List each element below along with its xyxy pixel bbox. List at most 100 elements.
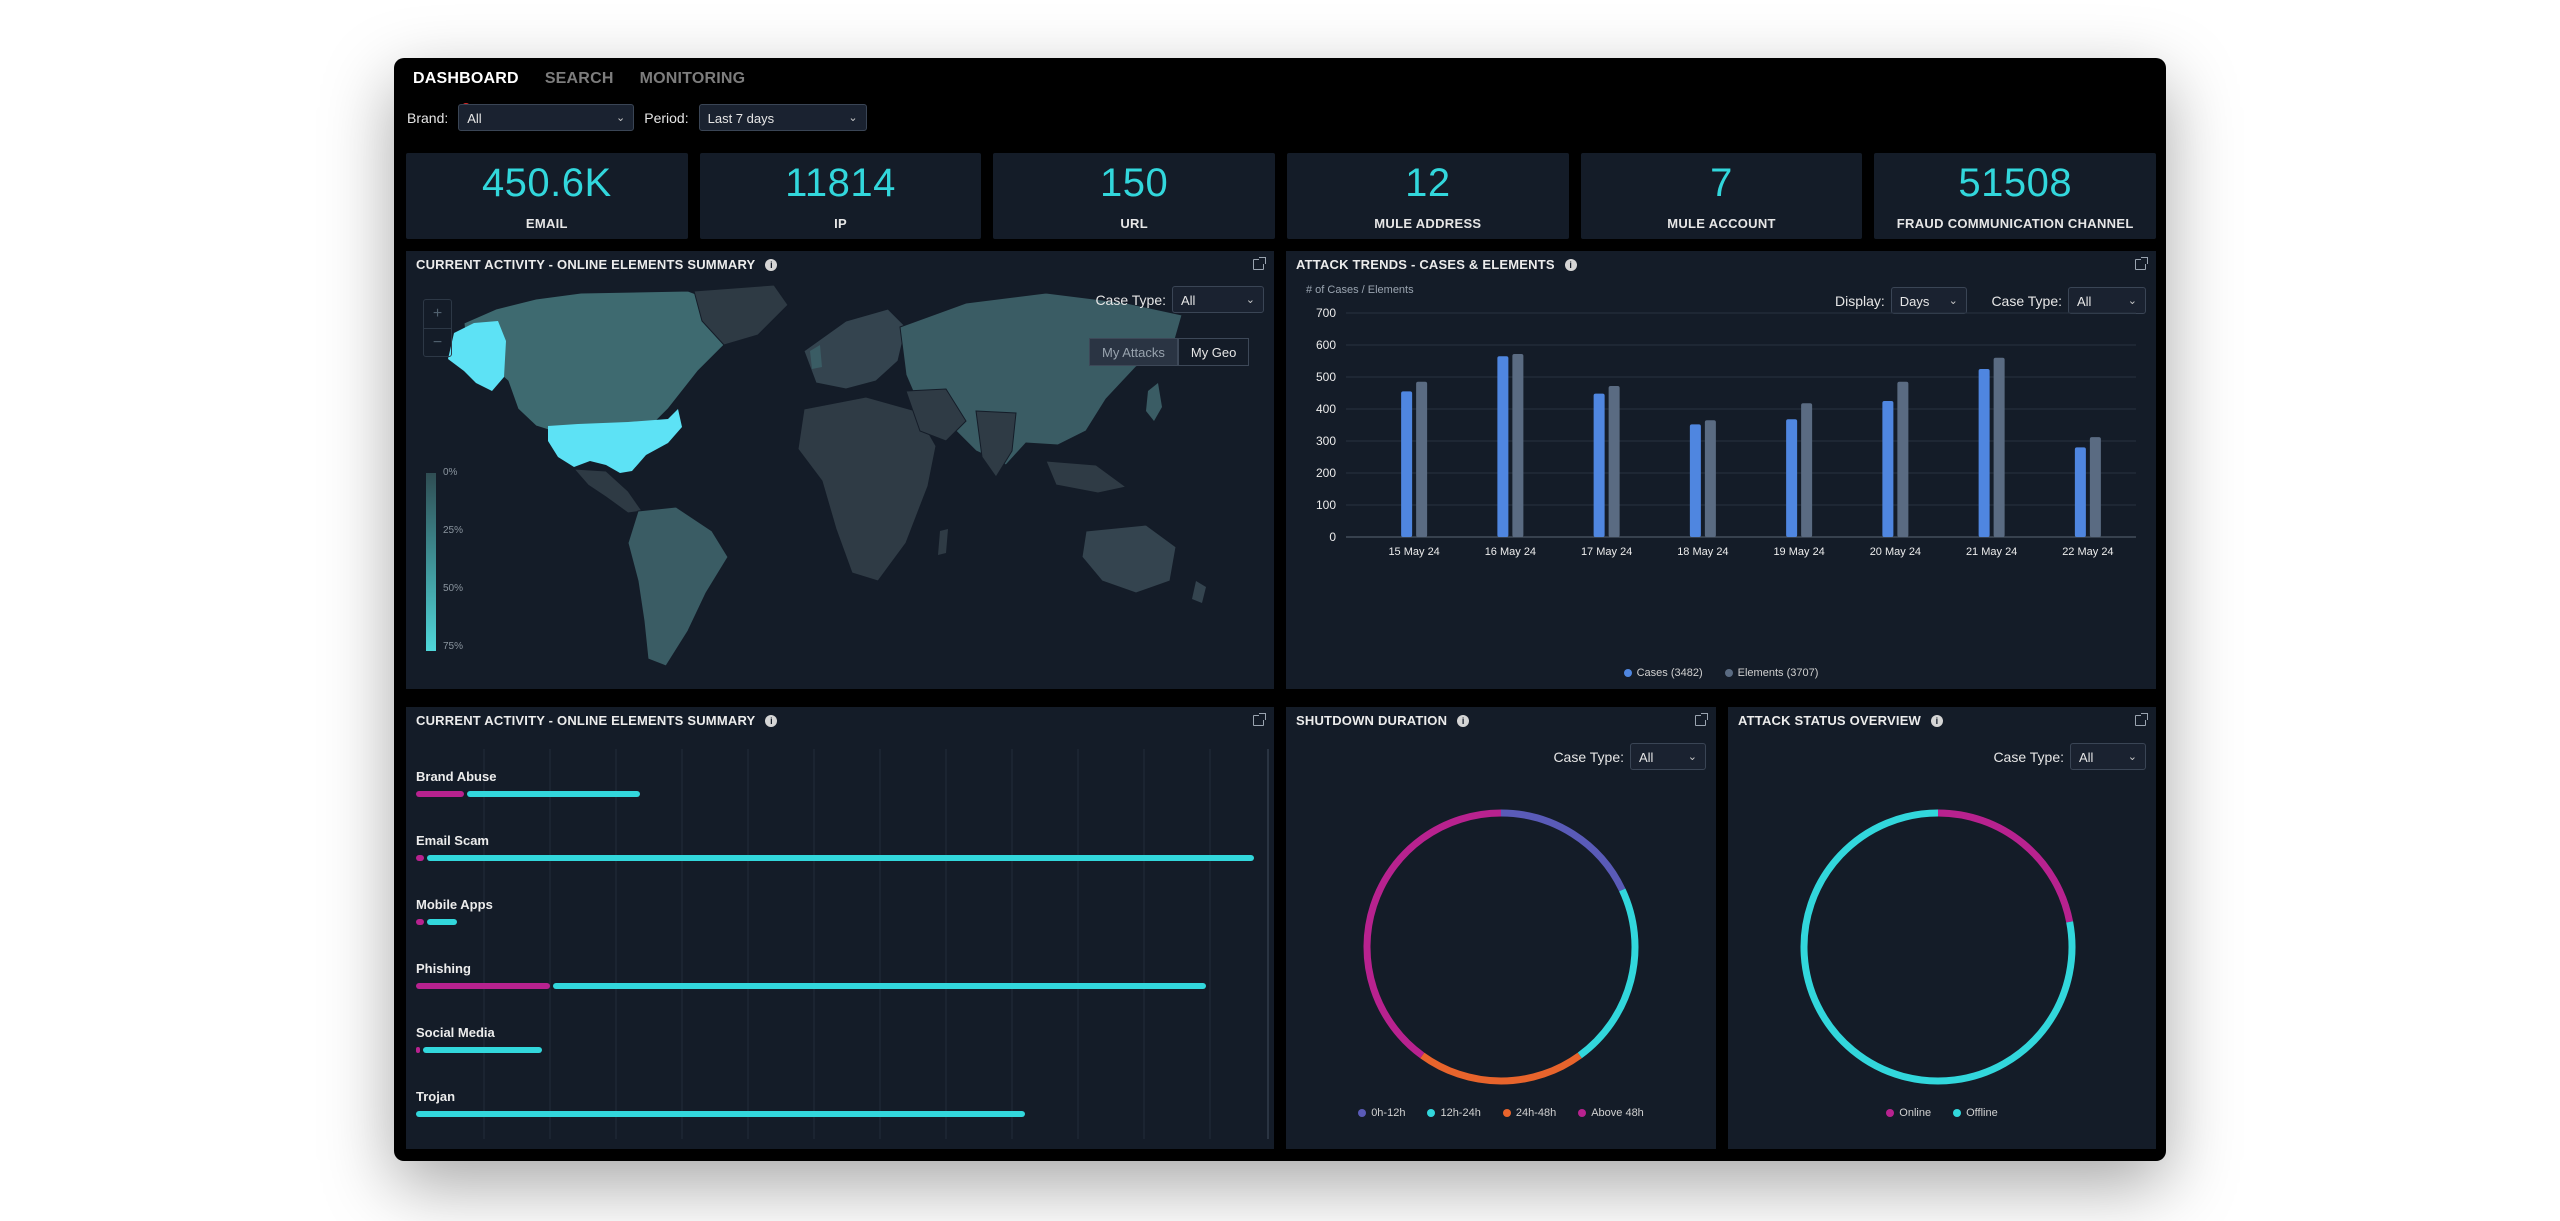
- y-tick-label: 100: [1316, 498, 1336, 512]
- info-icon[interactable]: i: [765, 258, 778, 271]
- kpi-card-ip[interactable]: 11814 IP: [699, 153, 982, 239]
- zoom-in-button[interactable]: +: [432, 305, 443, 322]
- period-select[interactable]: Last 7 days ⌄: [698, 104, 867, 131]
- donut-slice-12h-24h[interactable]: [1577, 888, 1639, 1059]
- expand-icon[interactable]: [1253, 713, 1266, 726]
- legend-item-12h-24h[interactable]: 12h-24h: [1427, 1107, 1481, 1119]
- cases-bar[interactable]: [1786, 419, 1798, 537]
- cases-bar[interactable]: [1882, 401, 1894, 537]
- my-geo-button[interactable]: My Geo: [1177, 338, 1250, 366]
- brand-select-value: All: [467, 111, 482, 126]
- legend-dot: [1623, 669, 1632, 677]
- tab-dashboard[interactable]: DASHBOARD: [413, 64, 519, 108]
- case-type-select[interactable]: All ⌄: [2068, 287, 2146, 314]
- kpi-label: IP: [834, 216, 847, 231]
- offline-bar[interactable]: [466, 791, 640, 797]
- case-type-value: All: [1181, 293, 1196, 308]
- case-type-select[interactable]: All ⌄: [1630, 743, 1706, 770]
- case-type-value: All: [1639, 750, 1654, 765]
- legend-dot: [1578, 1109, 1587, 1117]
- info-icon[interactable]: i: [1931, 714, 1944, 727]
- trends-bar-chart: # of Cases / Elements 0 100 200 300 400 500 600…: [1306, 284, 2136, 558]
- legend-dot: [1427, 1109, 1436, 1117]
- info-icon[interactable]: i: [1457, 714, 1470, 727]
- case-type-select[interactable]: All ⌄: [2070, 743, 2146, 770]
- display-select[interactable]: Days ⌄: [1890, 287, 1967, 314]
- donut-slice-above-48h[interactable]: [1363, 809, 1502, 1059]
- expand-icon[interactable]: [1695, 713, 1708, 726]
- offline-bar[interactable]: [426, 855, 1254, 861]
- legend-item-cases[interactable]: Cases (3482): [1623, 667, 1703, 679]
- legend-label: 12h-24h: [1440, 1107, 1481, 1119]
- legend-item-offline[interactable]: Offline: [1953, 1107, 1998, 1119]
- elements-bar[interactable]: [1416, 381, 1428, 537]
- elements-bar[interactable]: [1704, 420, 1716, 537]
- expand-icon[interactable]: [2135, 713, 2148, 726]
- tab-monitoring[interactable]: MONITORING: [639, 70, 746, 87]
- elements-bar[interactable]: [2089, 437, 2101, 537]
- kpi-card-mule-account[interactable]: 7 MULE ACCOUNT: [1580, 153, 1863, 239]
- zoom-out-button[interactable]: −: [424, 328, 451, 357]
- offline-bar[interactable]: [416, 1111, 1025, 1117]
- offline-bar[interactable]: [422, 1047, 542, 1053]
- case-type-label: Case Type:: [1993, 748, 2064, 765]
- online-bar[interactable]: [416, 1047, 420, 1053]
- cases-bar[interactable]: [1689, 424, 1701, 537]
- kpi-card-email[interactable]: 450.6K EMAIL: [406, 153, 688, 239]
- cases-bar[interactable]: [1978, 369, 1990, 537]
- kpi-value: 11814: [785, 161, 896, 205]
- elements-bar[interactable]: [1897, 381, 1909, 537]
- legend-dot: [1724, 669, 1733, 677]
- india-shape: [975, 410, 1017, 478]
- case-type-select[interactable]: All ⌄: [1172, 286, 1264, 313]
- kpi-value: 51508: [1958, 161, 2073, 205]
- legend-item-online[interactable]: Online: [1886, 1107, 1931, 1119]
- panel-title: ATTACK STATUS OVERVIEW i: [1738, 713, 1944, 728]
- online-bar[interactable]: [416, 855, 424, 861]
- elements-bar[interactable]: [1801, 403, 1813, 537]
- offline-bar[interactable]: [552, 983, 1207, 989]
- legend-item-0h-12h[interactable]: 0h-12h: [1358, 1107, 1405, 1119]
- legend-item-24h-48h[interactable]: 24h-48h: [1502, 1107, 1556, 1119]
- donut-slice-24h-48h[interactable]: [1420, 1052, 1582, 1085]
- cases-bar[interactable]: [2074, 447, 2086, 537]
- y-tick-label: 600: [1316, 338, 1336, 352]
- cases-bar[interactable]: [1497, 356, 1509, 537]
- info-icon[interactable]: i: [765, 714, 778, 727]
- info-icon[interactable]: i: [1564, 258, 1577, 271]
- map-legend-tick: 75%: [443, 641, 464, 652]
- shutdown-legend: 0h-12h 12h-24h 24h-48h Above 48h: [1286, 1107, 1716, 1119]
- my-attacks-button[interactable]: My Attacks: [1089, 338, 1178, 366]
- legend-item-elements[interactable]: Elements (3707): [1724, 667, 1818, 679]
- cases-bar[interactable]: [1401, 391, 1413, 537]
- legend-dot: [1886, 1109, 1895, 1117]
- y-tick-label: 200: [1316, 466, 1336, 480]
- category-label: Brand Abuse: [416, 769, 497, 784]
- kpi-card-url[interactable]: 150 URL: [993, 153, 1276, 239]
- offline-bar[interactable]: [426, 919, 457, 925]
- donut-slice-offline[interactable]: [1800, 809, 2076, 1085]
- donut-slice-0h-12h[interactable]: [1500, 809, 1626, 892]
- kpi-label: URL: [1120, 216, 1148, 231]
- elements-bar[interactable]: [1993, 357, 2005, 537]
- elements-bar[interactable]: [1608, 385, 1620, 537]
- online-bar[interactable]: [416, 791, 464, 797]
- cases-bar[interactable]: [1593, 393, 1605, 537]
- kpi-card-mule-address[interactable]: 12 MULE ADDRESS: [1287, 153, 1569, 239]
- expand-icon[interactable]: [1253, 257, 1266, 270]
- online-bar[interactable]: [416, 983, 550, 989]
- kpi-card-fraud-channel[interactable]: 51508 FRAUD COMMUNICATION CHANNEL: [1874, 153, 2157, 239]
- elements-bar[interactable]: [1512, 353, 1524, 537]
- trends-case-type-control: Case Type: All ⌄: [1991, 287, 2146, 314]
- expand-icon[interactable]: [2135, 257, 2148, 270]
- category-label: Trojan: [416, 1089, 456, 1104]
- donut-slice-online[interactable]: [1937, 809, 2074, 923]
- central-america-shape: [572, 468, 643, 514]
- online-bar[interactable]: [416, 919, 424, 925]
- x-tick-label: 17 May 24: [1581, 546, 1632, 558]
- madagascar-shape: [938, 529, 948, 555]
- tab-search[interactable]: SEARCH: [544, 70, 614, 87]
- legend-item-above-48h[interactable]: Above 48h: [1578, 1107, 1644, 1119]
- brand-select[interactable]: All ⌄: [458, 104, 635, 131]
- map-panel-title: CURRENT ACTIVITY - ONLINE ELEMENTS SUMMA…: [416, 257, 756, 272]
